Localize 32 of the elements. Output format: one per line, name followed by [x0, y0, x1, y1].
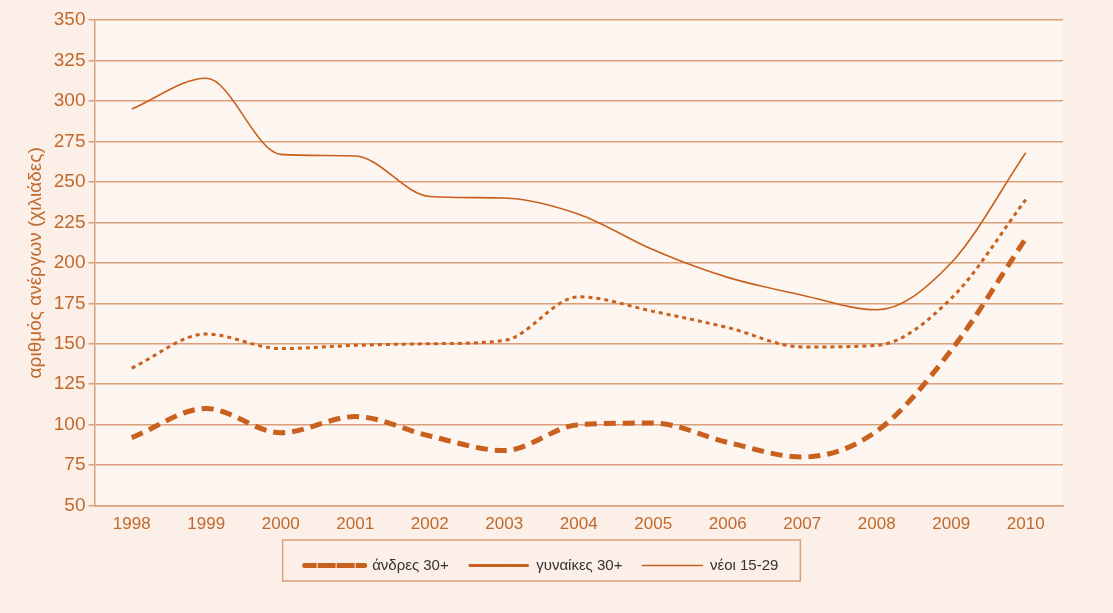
x-tick-label: 2008 — [857, 514, 896, 534]
x-tick-label: 2002 — [410, 514, 449, 534]
x-tick-label: 2009 — [932, 514, 971, 534]
x-tick-label: 2006 — [708, 514, 747, 534]
y-tick-label: 50 — [64, 493, 86, 515]
x-tick-label: 2003 — [485, 514, 524, 534]
x-tick-label: 2010 — [1006, 514, 1045, 534]
y-tick-label: 275 — [53, 129, 86, 151]
y-tick-label: 300 — [53, 89, 86, 111]
legend-label: άνδρες 30+ — [372, 555, 449, 573]
y-tick-label: 150 — [53, 331, 86, 353]
y-axis-title: αριθμός ανέργων (χιλιάδες) — [23, 147, 45, 379]
legend-label: γυναίκες 30+ — [536, 555, 623, 573]
y-tick-label: 100 — [53, 412, 86, 434]
line-series — [130, 198, 1028, 370]
x-tick-label: 2001 — [336, 514, 375, 534]
x-tick-label: 1999 — [187, 514, 226, 534]
y-tick-label: 75 — [64, 453, 86, 475]
y-tick-label: 225 — [53, 210, 86, 232]
x-tick-label: 2000 — [261, 514, 300, 534]
x-tick-label: 2007 — [783, 514, 822, 534]
y-tick-label: 325 — [53, 48, 86, 70]
legend-label: νέοι 15-29 — [709, 555, 779, 573]
x-tick-label: 2005 — [634, 514, 673, 534]
y-tick-label: 350 — [53, 8, 86, 30]
x-tick-label: 2004 — [559, 514, 598, 534]
y-tick-label: 125 — [53, 372, 86, 394]
y-tick-label: 175 — [53, 291, 86, 313]
y-tick-label: 250 — [53, 170, 86, 192]
x-tick-label: 1998 — [112, 514, 151, 534]
line-series — [130, 77, 1027, 311]
y-tick-label: 200 — [53, 251, 86, 273]
